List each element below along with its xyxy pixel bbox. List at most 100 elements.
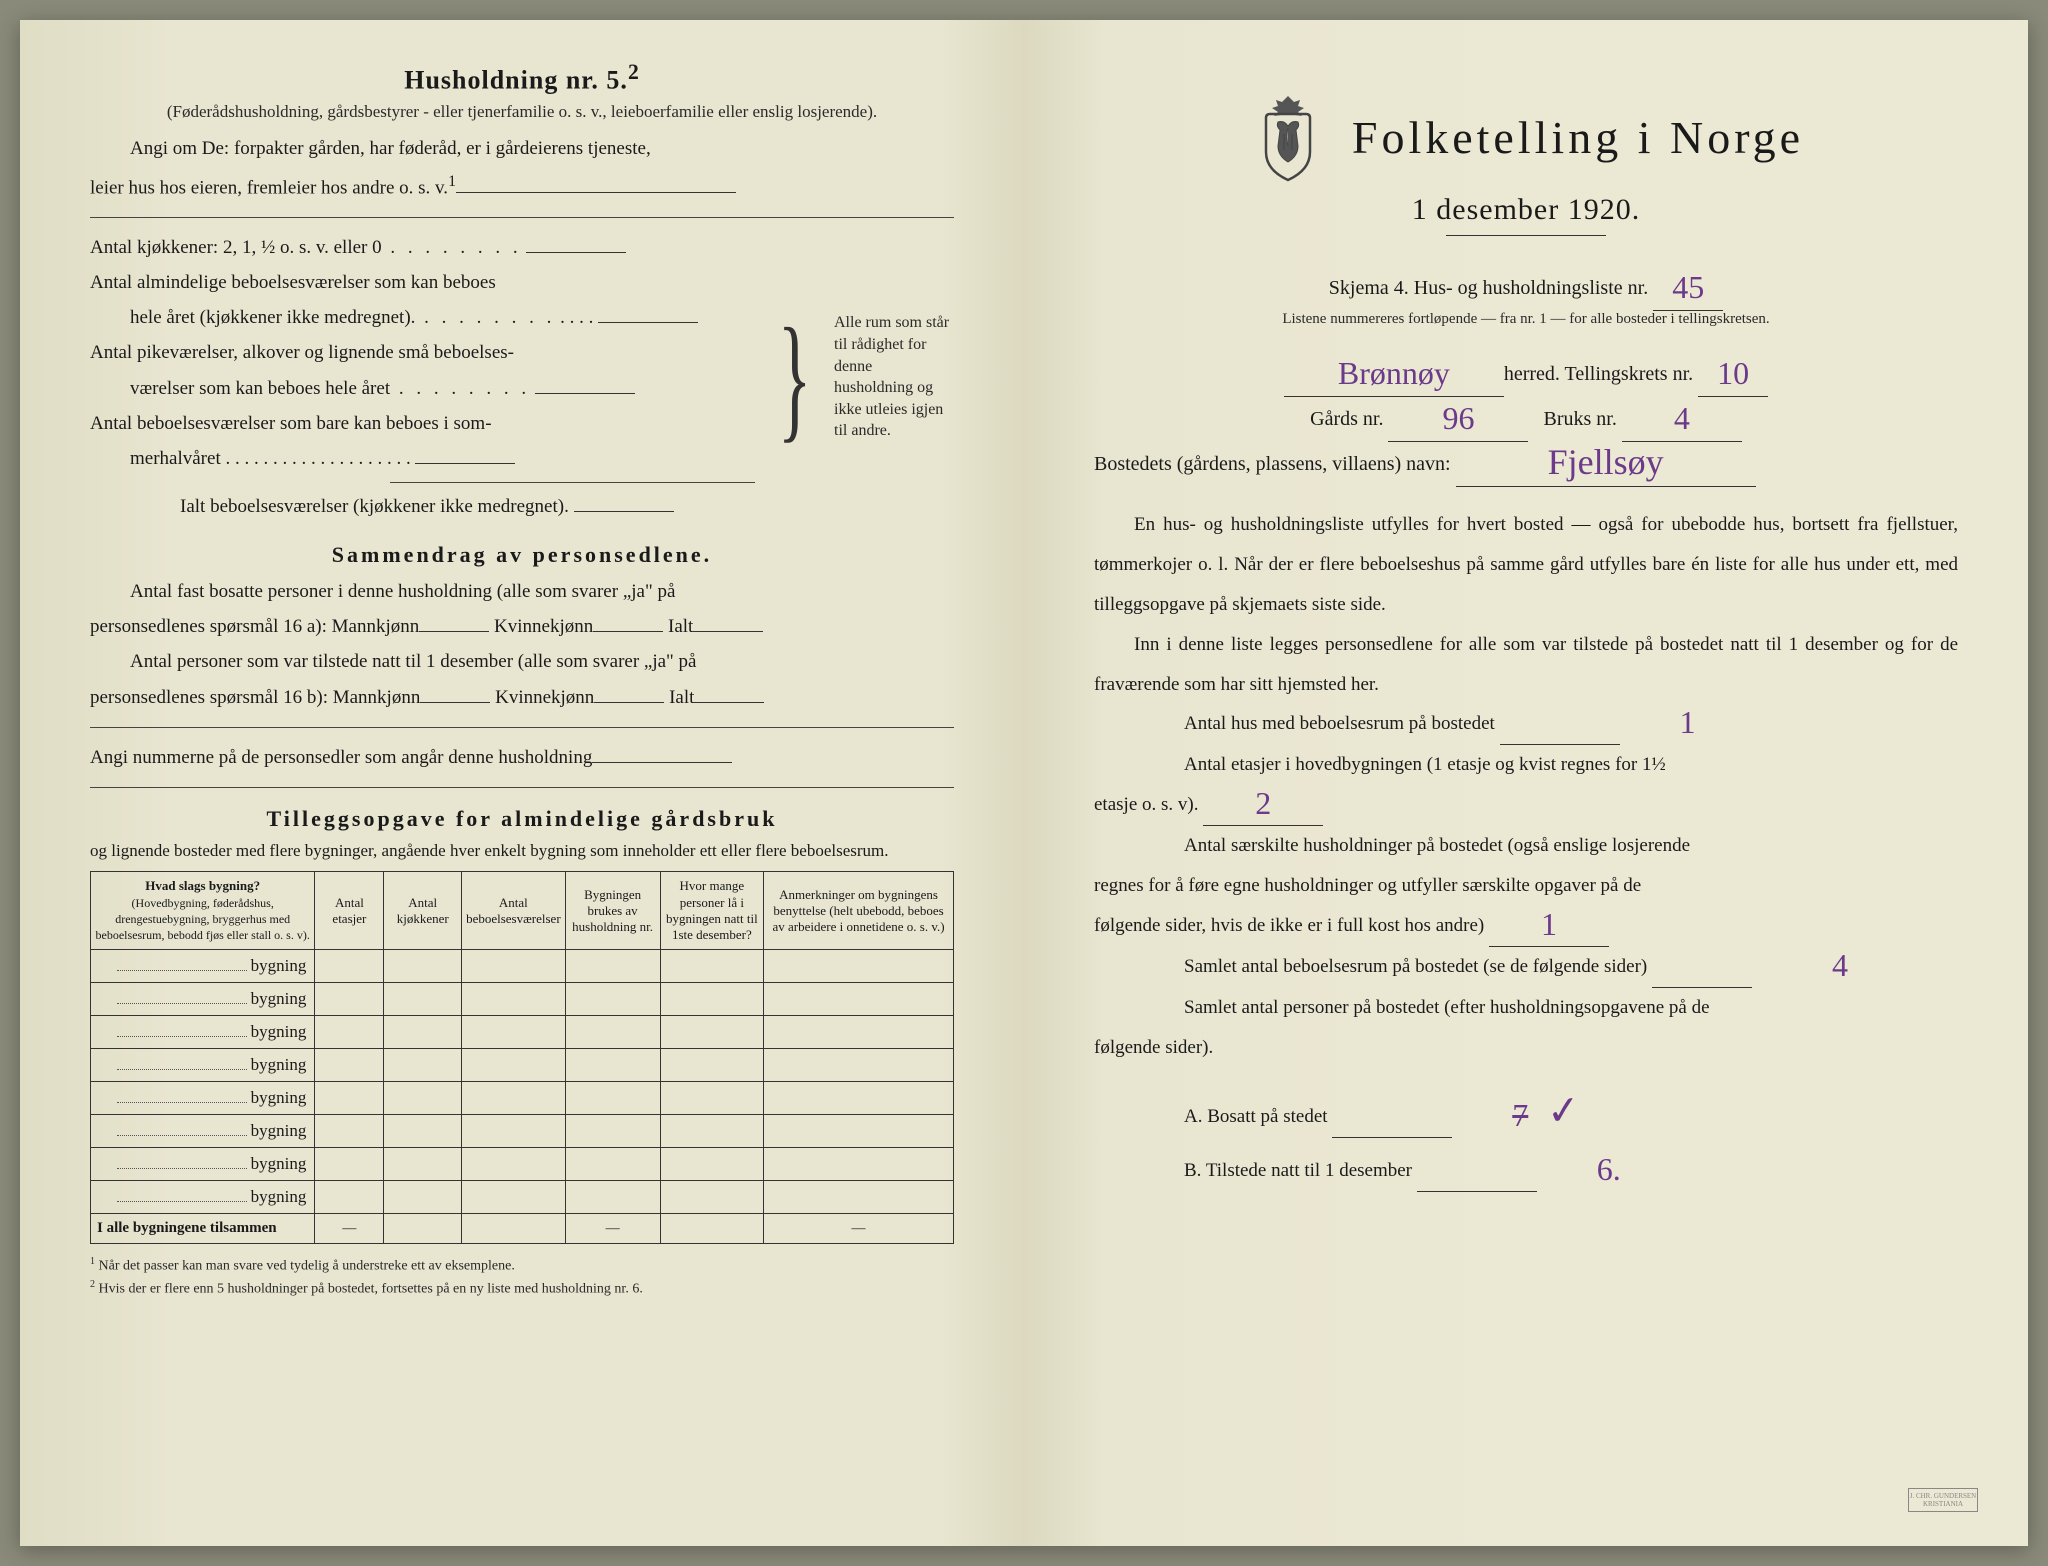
title-row: Folketelling i Norge [1094,90,1958,185]
cell [462,1115,566,1148]
total-label: I alle bygningene tilsammen [91,1214,315,1244]
cell [315,950,384,983]
q2-value: 2 [1255,791,1271,817]
qA-field: 7 [1332,1097,1452,1138]
blank [593,631,663,632]
cell [660,1016,764,1049]
q5b: følgende sider). [1094,1028,1958,1068]
cell [315,1181,384,1214]
cell [315,1148,384,1181]
dots [415,307,555,328]
cell: — [764,1214,954,1244]
cell: — [315,1214,384,1244]
cell [384,1049,462,1082]
dots [390,378,530,399]
cell [660,1115,764,1148]
main-date: 1 desember 1920. [1094,193,1958,227]
blank [415,463,515,464]
blank [592,762,732,763]
s-p3: Antal personer som var tilstede natt til… [90,644,954,679]
q1-row: Antal hus med beboelsesrum på bostedet 1 [1094,704,1958,745]
cell [462,1148,566,1181]
fill-blank [456,192,736,193]
pike2: værelser som kan beboes hele året [130,378,390,399]
q1-label: Antal hus med beboelsesrum på bostedet [1184,713,1495,734]
cell [660,1214,764,1244]
cell [384,983,462,1016]
qA-row: A. Bosatt på stedet 7 ✓ [1094,1067,1958,1151]
cell [764,950,954,983]
s-p4: personsedlenes spørsmål 16 b): Mannkjønn [90,687,420,708]
skjema-value-field: 45 [1653,266,1723,311]
q1-value: 1 [1590,710,1696,736]
dots [382,237,522,258]
alm1: Antal almindelige beboelsesværelser som … [90,265,755,300]
p2: Inn i denne liste legges personsedlene f… [1094,625,1958,705]
table-row: bygning [91,983,954,1016]
brace-icon: } [775,318,815,437]
cell [384,950,462,983]
divider [390,482,755,483]
th7: Anmerkninger om bygningens benyttelse (h… [764,872,954,950]
ialt-row: Ialt beboelsesværelser (kjøkkener ikke m… [90,489,755,524]
blank [594,702,664,703]
qB-value: 6. [1507,1157,1621,1183]
cell [384,1181,462,1214]
title-underline [1446,235,1606,236]
cell [315,983,384,1016]
blank [526,252,626,253]
q3-field: 1 [1489,906,1609,947]
cell [462,1214,566,1244]
para1b-row: leier hus hos eieren, fremleier hos andr… [90,167,954,205]
s-kv2: Kvinnekjønn [495,687,594,708]
s-p2-row: personsedlenes spørsmål 16 a): Mannkjønn… [90,609,954,644]
bygning-cell: bygning [91,1181,315,1214]
gard-field: 96 [1388,397,1528,442]
bruk-value: 4 [1674,406,1690,432]
cell [764,1181,954,1214]
table-row: bygning [91,1016,954,1049]
cell [660,983,764,1016]
cell [565,950,660,983]
s-p1: Antal fast bosatte personer i denne hush… [90,574,954,609]
gard-row: Gårds nr. 96 Bruks nr. 4 [1094,397,1958,442]
som2: merhalvåret [130,448,221,469]
cell [384,1148,462,1181]
fn2: 2 Hvis der er flere enn 5 husholdninger … [90,1277,954,1300]
cell [660,1049,764,1082]
bosted-row: Bostedets (gårdens, plassens, villaens) … [1094,442,1958,487]
q3b: regnes for å føre egne husholdninger og … [1094,866,1958,906]
qB-label: B. Tilstede natt til 1 desember [1184,1160,1412,1181]
cell [384,1082,462,1115]
herred-field: Brønnøy [1284,352,1504,397]
qA-label: A. Bosatt på stedet [1184,1106,1328,1127]
cell [565,1181,660,1214]
sammendrag-title: Sammendrag av personsedlene. [90,542,954,568]
q4-label: Samlet antal beboelsesrum på bostedet (s… [1184,956,1647,977]
q3a: Antal særskilte husholdninger på bostede… [1094,826,1958,866]
census-document: Husholdning nr. 5.2 (Føderådshusholdning… [20,20,2028,1546]
brace-note: Alle rum som står til rådighet for denne… [834,312,954,442]
cell [315,1082,384,1115]
skjema-value: 45 [1672,275,1704,301]
left-page: Husholdning nr. 5.2 (Føderådshusholdning… [20,20,1024,1546]
q4-field: 4 [1652,947,1752,988]
cell [565,1016,660,1049]
bygning-cell: bygning [91,1082,315,1115]
s-ialt: Ialt [668,616,693,637]
table-row: bygning [91,1115,954,1148]
cell [462,1016,566,1049]
bosted-label: Bostedets (gårdens, plassens, villaens) … [1094,453,1451,475]
table-row: bygning [91,1181,954,1214]
cell [565,1115,660,1148]
bruk-field: 4 [1622,397,1742,442]
q3c: følgende sider, hvis de ikke er i full k… [1094,915,1484,936]
q4-value: 4 [1742,953,1848,979]
herred-label: herred. Tellingskrets nr. [1504,363,1693,385]
q2a: Antal etasjer i hovedbygningen (1 etasje… [1094,745,1958,785]
heading-sup: 2 [628,60,640,84]
cell [764,1016,954,1049]
cell [462,983,566,1016]
qB-field: 6. [1417,1151,1537,1192]
gard-value: 96 [1442,406,1474,432]
